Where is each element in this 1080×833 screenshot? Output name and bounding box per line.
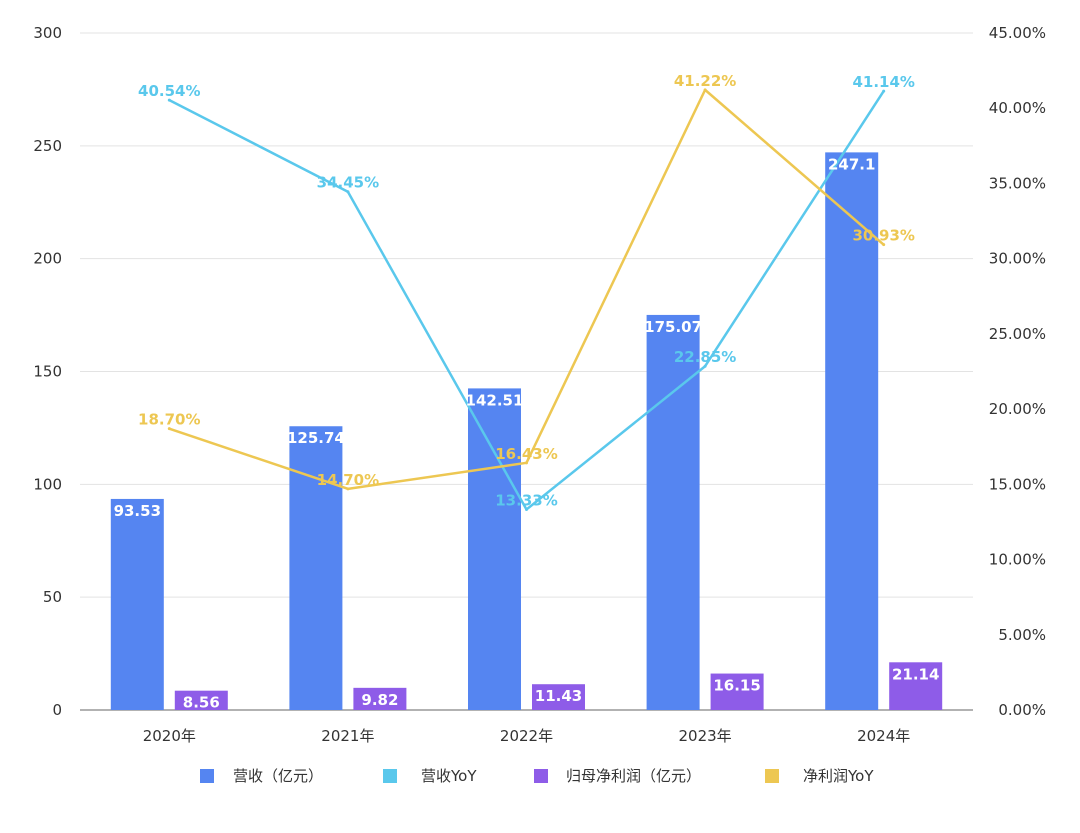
y-right-tick-label: 30.00% [989,250,1046,268]
y-left-tick-label: 50 [43,588,62,606]
line-point [346,190,350,194]
y-right-tick-label: 10.00% [989,551,1046,569]
line-value-label: 34.45% [317,174,379,192]
line-value-label: 18.70% [138,411,200,429]
legend-swatch [534,769,548,783]
line-value-label: 16.43% [495,445,557,463]
grid [80,32,973,711]
y-right-tick-label: 45.00% [989,24,1046,42]
axes: 0 50 100 150 200 250 300 0.00% 5.00% 10.00% 15.00%… [33,24,1046,745]
bar-value-label: 21.14 [892,665,939,683]
legend-label: 净利润YoY [803,767,874,785]
x-tick-label: 2023年 [679,727,732,745]
bar-value-label: 142.51 [466,391,524,409]
bar-value-label: 93.53 [114,502,161,520]
x-tick-label: 2022年 [500,727,553,745]
line-point [525,507,528,511]
y-right-tick-label: 25.00% [989,325,1046,343]
line-point [346,487,350,491]
line-value-label: 41.22% [674,72,736,90]
line-value-label: 30.93% [852,227,914,245]
line-value-label: 40.54% [138,82,200,100]
bar [353,687,407,710]
y-right-tick-label: 20.00% [989,400,1046,418]
line-point [882,243,886,247]
y-right-tick-label: 5.00% [998,626,1046,644]
bar [174,690,228,710]
bar [825,152,879,710]
y-left-tick-label: 150 [33,363,62,381]
lines [167,88,886,511]
legend: 营收（亿元） 营收YoY 归母净利润（亿元） 净利润YoY [200,767,874,785]
line-point [525,461,528,465]
legend-label: 营收（亿元） [233,767,323,785]
bar-value-label: 9.82 [361,691,398,709]
legend-swatch [765,769,779,783]
legend-swatch [383,769,397,783]
bar-value-label: 8.56 [183,694,220,712]
x-tick-label: 2024年 [857,727,910,745]
line-point [703,364,707,368]
line-point [703,88,707,92]
bar [532,684,585,710]
y-right-tick-label: 0.00% [998,701,1046,719]
bar-value-label: 175.07 [644,318,702,336]
line-value-label: 41.14% [852,73,914,91]
bar-value-label: 16.15 [713,677,760,695]
y-left-tick-label: 250 [33,137,62,155]
bar-value-label: 11.43 [535,687,582,705]
y-right-tick-label: 40.00% [989,99,1046,117]
line-value-label: 22.85% [674,348,736,366]
bar-value-label: 247.1 [828,155,875,173]
y-right-tick-label: 35.00% [989,174,1046,192]
y-left-tick-label: 300 [33,24,62,42]
legend-label: 营收YoY [421,767,477,785]
y-left-tick-label: 200 [33,250,62,268]
bar [646,314,700,710]
legend-swatch [200,769,214,783]
bar [110,498,164,710]
bar-value-label: 125.74 [287,429,345,447]
legend-label: 归母净利润（亿元） [566,767,701,785]
x-tick-label: 2020年 [143,727,196,745]
line-value-label: 13.33% [495,491,557,509]
bar [289,426,343,710]
line-point [167,427,171,431]
y-left-tick-label: 0 [52,701,62,719]
line-point [167,98,171,102]
data-labels: 93.53 125.74 142.51 175.07 247.1 8.56 9.82 11.4… [114,72,940,712]
series-line [168,88,885,491]
bar [468,388,521,710]
line-value-label: 14.70% [317,471,379,489]
y-left-tick-label: 100 [33,475,62,493]
x-tick-label: 2021年 [321,727,374,745]
bars [110,152,943,710]
line-point [882,89,886,93]
bar [889,662,943,710]
y-right-tick-label: 15.00% [989,475,1046,493]
bar [710,673,764,710]
